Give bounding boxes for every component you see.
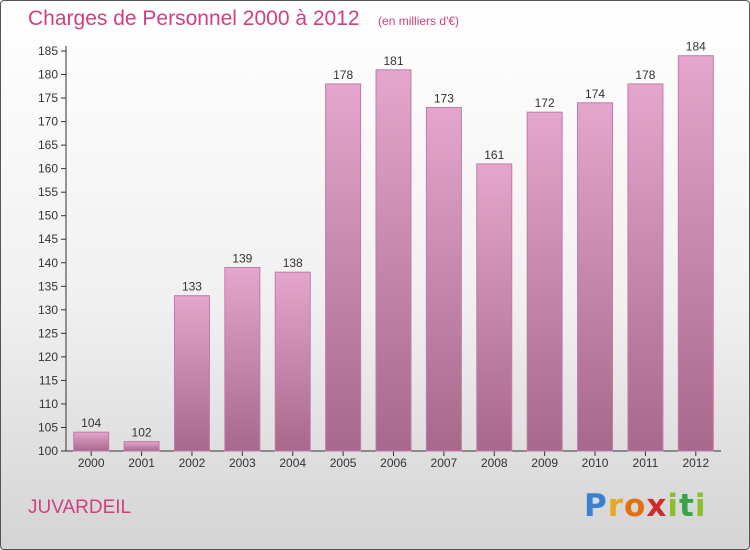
bar-2000 [73, 431, 110, 452]
logo-letter: t [678, 488, 695, 524]
x-tick-label: 2012 [682, 456, 709, 470]
bars [73, 55, 714, 452]
data-label-2012: 184 [686, 40, 706, 54]
y-tick-label: 130 [38, 303, 58, 317]
y-tick-label: 135 [38, 279, 58, 293]
bar-2009 [526, 111, 563, 452]
bar-2006 [375, 69, 412, 452]
bar-2011 [627, 83, 664, 452]
y-tick-label: 125 [38, 326, 58, 340]
bar-2008 [476, 163, 513, 452]
y-tick-label: 115 [39, 373, 58, 387]
y-tick-label: 145 [38, 232, 58, 246]
x-tick-label: 2006 [380, 456, 407, 470]
data-label-2005: 178 [333, 68, 353, 82]
logo-letter: x [646, 488, 668, 524]
x-tick-label: 2000 [78, 456, 105, 470]
data-label-2010: 174 [585, 87, 605, 101]
y-tick-label: 105 [38, 420, 58, 434]
bar-2010 [577, 102, 614, 452]
y-tick-label: 160 [38, 162, 58, 176]
logo-letter: P [584, 488, 608, 524]
bar-2003 [224, 266, 261, 452]
x-tick-label: 2003 [229, 456, 256, 470]
y-tick-label: 120 [38, 350, 58, 364]
x-tick-label: 2007 [431, 456, 458, 470]
data-label-2006: 181 [383, 54, 403, 68]
data-label-2004: 138 [283, 256, 303, 270]
data-label-2003: 139 [232, 251, 252, 265]
y-tick-label: 165 [38, 138, 58, 152]
place-name: JUVARDEIL [28, 497, 132, 518]
y-tick-label: 170 [38, 115, 58, 129]
x-tick-label: 2002 [179, 456, 206, 470]
data-labels: 104 102 133 139 138 178 181 173 161 172 174 178 184 [81, 40, 706, 440]
x-tick-label: 2010 [582, 456, 609, 470]
y-tick-label: 110 [39, 397, 58, 411]
data-label-2007: 173 [434, 91, 454, 105]
chart-title-line: Charges de Personnel 2000 à 2012 (en mil… [28, 7, 459, 31]
bar-2001 [123, 441, 160, 452]
y-tick-label: 100 [38, 444, 58, 458]
x-tick-label: 2004 [279, 456, 306, 470]
bar-2007 [425, 106, 462, 452]
y-tick-label: 140 [38, 256, 58, 270]
y-tick-label: 180 [38, 68, 58, 82]
y-tick-label: 155 [38, 185, 58, 199]
proxiti-logo: Proxiti [584, 488, 706, 524]
data-label-2002: 133 [182, 280, 202, 294]
data-label-2000: 104 [81, 416, 101, 430]
chart-subtitle: (en milliers d'€) [378, 14, 460, 28]
chart-title: Charges de Personnel 2000 à 2012 [28, 7, 360, 30]
bar-2002 [173, 295, 210, 452]
data-label-2009: 172 [535, 96, 555, 110]
bar-2005 [325, 83, 362, 452]
y-tick-label: 185 [38, 44, 58, 58]
data-label-2001: 102 [132, 426, 152, 440]
y-tick-label: 150 [38, 209, 58, 223]
bar-2004 [274, 271, 311, 452]
x-tick-label: 2001 [128, 456, 155, 470]
bar-2012 [677, 55, 714, 452]
logo-letter: o [624, 488, 647, 524]
logo-letter: r [607, 488, 625, 524]
data-label-2011: 178 [635, 68, 655, 82]
logo-letter: i [694, 488, 707, 524]
logo-letter: i [667, 488, 679, 524]
y-tick-label: 175 [38, 91, 58, 105]
x-tick-label: 2008 [481, 456, 508, 470]
x-tick-label: 2011 [633, 456, 659, 470]
x-tick-label: 2005 [330, 456, 357, 470]
x-tick-label: 2009 [531, 456, 558, 470]
data-label-2008: 161 [484, 148, 504, 162]
